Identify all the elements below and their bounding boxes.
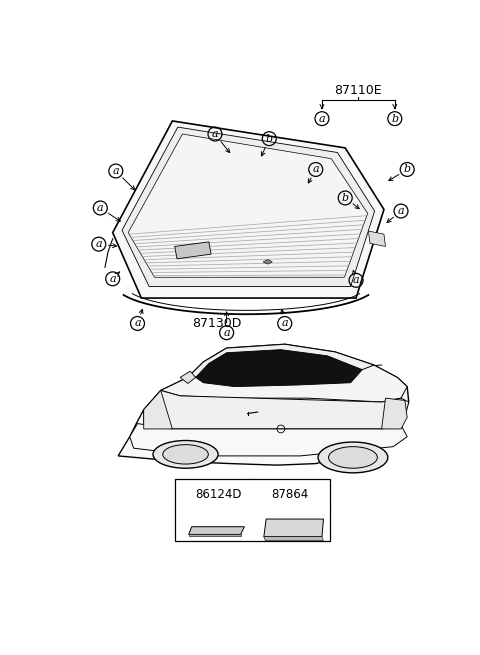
Polygon shape	[161, 365, 407, 402]
Text: a: a	[353, 275, 360, 286]
Text: b: b	[391, 113, 398, 124]
Polygon shape	[369, 231, 385, 246]
Text: a: a	[398, 206, 404, 216]
Text: a: a	[96, 239, 102, 249]
Polygon shape	[144, 390, 409, 429]
Polygon shape	[113, 121, 384, 298]
Polygon shape	[128, 134, 368, 277]
Ellipse shape	[163, 445, 208, 464]
Text: b: b	[258, 489, 265, 499]
Text: 87110E: 87110E	[335, 84, 382, 98]
Text: b: b	[404, 164, 411, 174]
Polygon shape	[188, 345, 374, 388]
Polygon shape	[196, 350, 362, 386]
Polygon shape	[118, 345, 409, 465]
Polygon shape	[263, 259, 272, 264]
Text: a: a	[182, 489, 189, 499]
Text: a: a	[319, 113, 325, 124]
Polygon shape	[264, 536, 324, 540]
Ellipse shape	[328, 447, 377, 468]
Ellipse shape	[153, 441, 218, 468]
Text: a: a	[134, 318, 141, 328]
Text: b: b	[266, 134, 273, 143]
Text: a: a	[281, 318, 288, 328]
Text: a: a	[97, 203, 104, 213]
Polygon shape	[264, 519, 324, 536]
Text: 87130D: 87130D	[192, 317, 241, 330]
Polygon shape	[189, 527, 244, 534]
Text: 87864: 87864	[271, 488, 308, 501]
Polygon shape	[382, 398, 407, 429]
Polygon shape	[130, 424, 407, 456]
Text: a: a	[112, 166, 119, 176]
Text: a: a	[212, 129, 218, 139]
Polygon shape	[180, 371, 196, 384]
Text: a: a	[223, 328, 230, 338]
Polygon shape	[144, 390, 172, 429]
Text: b: b	[342, 193, 349, 203]
Ellipse shape	[318, 442, 388, 473]
Text: 86124D: 86124D	[195, 488, 241, 501]
Bar	[175, 479, 330, 540]
Polygon shape	[189, 534, 240, 536]
Polygon shape	[175, 242, 211, 259]
Polygon shape	[122, 127, 375, 286]
Text: a: a	[312, 164, 319, 174]
Text: a: a	[109, 274, 116, 284]
